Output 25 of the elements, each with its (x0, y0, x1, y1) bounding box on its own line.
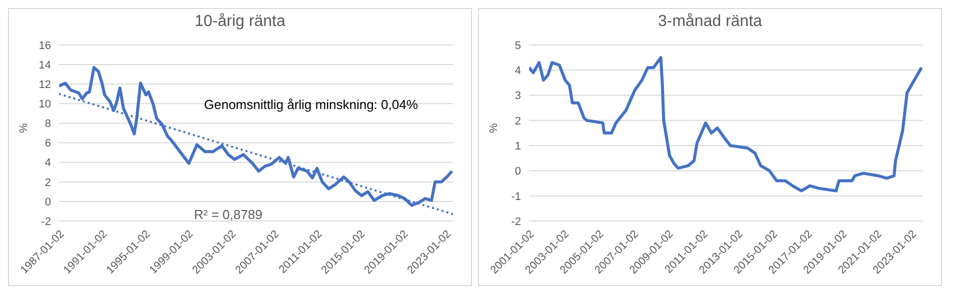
y-tick-label: 2 (44, 176, 51, 189)
y-tick-label: 5 (514, 40, 521, 52)
y-tick-label: -2 (511, 216, 521, 228)
chart-title: 10-årig ränta (194, 13, 286, 31)
y-axis-title: % (488, 123, 500, 133)
y-tick-label: 4 (44, 157, 51, 170)
y-tick-label: 12 (38, 79, 51, 92)
y-axis-title: % (18, 123, 30, 133)
y-tick-label: 16 (38, 40, 51, 52)
y-tick-label: 0 (44, 196, 51, 208)
y-tick-label: 1 (514, 140, 521, 152)
y-tick-label: -2 (41, 216, 51, 228)
annotation: Genomsnittlig årlig minskning: 0,04% (204, 97, 418, 112)
y-tick-label: -1 (511, 190, 521, 203)
y-tick-label: 6 (44, 138, 51, 150)
y-tick-label: 8 (44, 118, 51, 130)
y-tick-label: 10 (38, 98, 51, 111)
line-series (529, 56, 923, 192)
annotation: R² = 0,8789 (194, 207, 262, 222)
chart-title: 3-månad ränta (656, 13, 764, 31)
y-tick-label: 3 (514, 90, 521, 102)
y-tick-label: 0 (514, 166, 521, 178)
y-tick-label: 2 (514, 115, 521, 128)
y-tick-label: 14 (38, 59, 51, 72)
y-tick-label: 4 (514, 65, 521, 78)
